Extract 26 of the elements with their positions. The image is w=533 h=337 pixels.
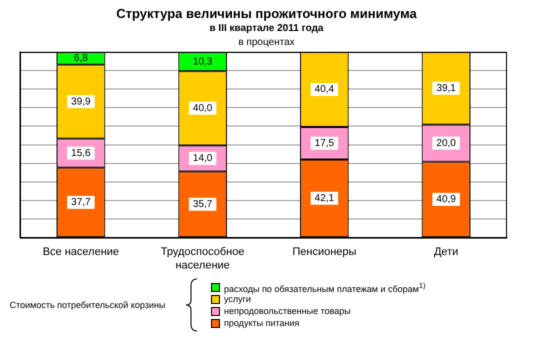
chart-title: Структура величины прожиточного минимума	[115, 6, 418, 22]
x-tick-label: Дети	[434, 246, 458, 258]
data-label: 15,6	[71, 148, 92, 159]
data-label: 40,9	[436, 194, 456, 206]
data-label: 17,5	[314, 138, 335, 149]
data-label: 10,3	[192, 56, 213, 68]
data-label: 39,1	[436, 83, 456, 94]
data-label: 20,0	[436, 138, 456, 149]
data-label: 37,7	[71, 197, 92, 208]
data-label: 39,9	[71, 96, 92, 108]
text: Стоимость потребительской корзины	[8, 298, 166, 312]
legend-label: непродовольственные товары	[224, 306, 351, 316]
text: в процентах	[237, 36, 296, 50]
x-tick-label: Трудоспособное население	[160, 246, 244, 272]
data-label: 14,0	[192, 153, 213, 164]
data-label: 35,7	[192, 198, 213, 210]
chart-subtitle: в III квартале 2011 года	[208, 22, 324, 36]
data-label: 40,4	[314, 84, 335, 96]
data-label: 42,1	[314, 193, 335, 204]
x-tick-label: Все население	[42, 246, 120, 258]
legend-label: продукты питания	[224, 318, 300, 328]
legend-label: расходы по обязательным платежам и сборам$^{1)}$	[224, 280, 426, 294]
data-label: 40,0	[192, 102, 213, 114]
data-label: 6,8	[74, 53, 88, 64]
legend-label: услуги	[224, 294, 251, 304]
x-tick-label: Пенсионеры	[292, 246, 357, 258]
